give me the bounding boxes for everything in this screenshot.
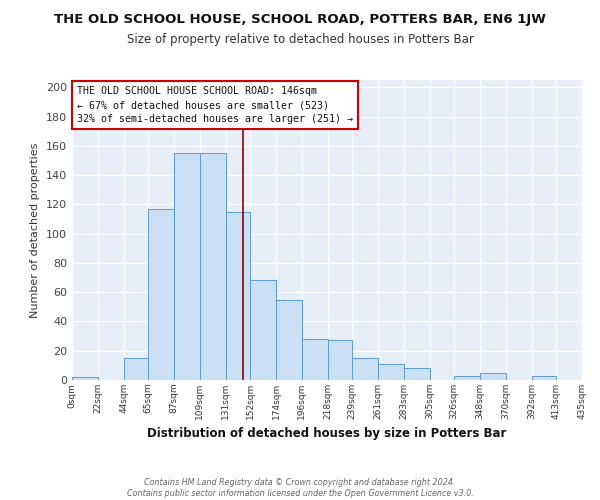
Text: THE OLD SCHOOL HOUSE SCHOOL ROAD: 146sqm
← 67% of detached houses are smaller (5: THE OLD SCHOOL HOUSE SCHOOL ROAD: 146sqm…	[77, 86, 353, 124]
X-axis label: Distribution of detached houses by size in Potters Bar: Distribution of detached houses by size …	[148, 428, 506, 440]
Bar	[532, 376, 556, 380]
Bar	[200, 153, 226, 380]
Bar	[276, 300, 302, 380]
Bar	[226, 212, 250, 380]
Bar	[404, 368, 430, 380]
Bar	[378, 364, 404, 380]
Bar	[124, 358, 148, 380]
Text: THE OLD SCHOOL HOUSE, SCHOOL ROAD, POTTERS BAR, EN6 1JW: THE OLD SCHOOL HOUSE, SCHOOL ROAD, POTTE…	[54, 12, 546, 26]
Bar	[302, 339, 328, 380]
Bar	[328, 340, 352, 380]
Bar	[72, 377, 98, 380]
Text: Contains HM Land Registry data © Crown copyright and database right 2024.
Contai: Contains HM Land Registry data © Crown c…	[127, 478, 473, 498]
Text: Size of property relative to detached houses in Potters Bar: Size of property relative to detached ho…	[127, 32, 473, 46]
Bar	[174, 153, 200, 380]
Bar	[148, 209, 174, 380]
Bar	[480, 372, 506, 380]
Y-axis label: Number of detached properties: Number of detached properties	[31, 142, 40, 318]
Bar	[250, 280, 276, 380]
Bar	[454, 376, 480, 380]
Bar	[352, 358, 378, 380]
